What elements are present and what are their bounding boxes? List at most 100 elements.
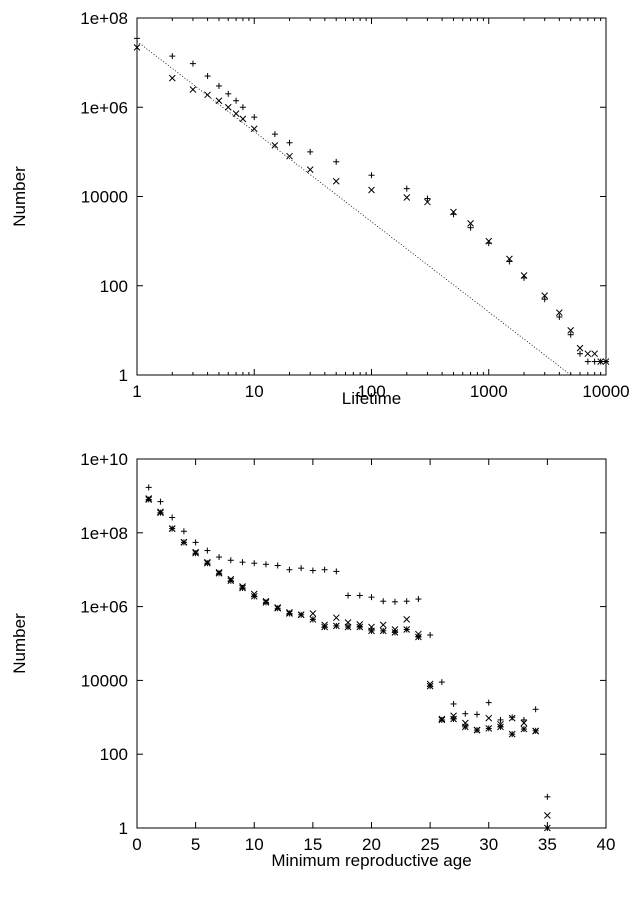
- data-point-series-1: [180, 528, 187, 535]
- data-point-series-1: [520, 716, 527, 723]
- x-tick-label: 10: [245, 835, 264, 854]
- data-point-series-1: [532, 706, 539, 713]
- x-tick-label: 25: [421, 835, 440, 854]
- data-point-series-1: [271, 131, 278, 138]
- data-point-series-3: [485, 725, 493, 732]
- data-point-series-3: [368, 627, 375, 635]
- age-plot-frame: [136, 458, 607, 829]
- data-point-series-2: [520, 719, 528, 727]
- data-point-series-3: [250, 592, 258, 600]
- data-point-series-1: [169, 514, 176, 521]
- lifetime-y-axis-label: Number: [10, 166, 29, 227]
- data-point-series-1: [474, 711, 481, 718]
- data-point-series-1: [450, 700, 457, 707]
- data-point-series-2: [239, 115, 247, 123]
- data-point-series-3: [344, 623, 352, 631]
- data-point-series-3: [180, 539, 188, 546]
- data-point-series-1: [309, 567, 316, 574]
- x-tick-label: 100: [357, 382, 385, 401]
- y-tick-label: 1: [119, 366, 128, 385]
- data-point-series-2: [332, 177, 340, 185]
- data-point-series-1: [497, 716, 504, 723]
- data-point-series-1: [368, 172, 375, 179]
- data-point-series-2: [204, 91, 211, 99]
- data-point-series-3: [426, 682, 434, 690]
- data-point-series-2: [271, 142, 279, 149]
- data-point-series-3: [239, 584, 246, 592]
- x-tick-label: 10000: [582, 382, 629, 401]
- y-tick-label: 100: [100, 745, 128, 764]
- y-tick-label: 10000: [81, 671, 128, 690]
- data-point-series-1: [403, 185, 410, 192]
- y-tick-label: 1e+10: [80, 450, 128, 469]
- data-point-series-2: [224, 103, 232, 111]
- lifetime-chart: Lifetime Number 1 10 100 1000 10000 1 100 10000…: [10, 9, 630, 408]
- data-point-series-1: [239, 104, 246, 111]
- data-point-series-1: [134, 35, 140, 42]
- data-point-series-1: [556, 313, 563, 320]
- data-point-series-3: [309, 616, 317, 623]
- y-tick-label: 1e+08: [80, 524, 128, 543]
- data-point-series-3: [520, 725, 528, 733]
- data-point-series-1: [462, 710, 469, 717]
- lifetime-points: [133, 35, 610, 365]
- data-point-series-1: [403, 598, 410, 605]
- lifetime-plot-frame: [136, 17, 607, 376]
- data-point-series-1: [321, 566, 328, 573]
- data-point-series-1: [169, 53, 176, 60]
- data-point-series-1: [333, 568, 340, 575]
- data-point-series-2: [597, 358, 604, 365]
- data-point-series-1: [251, 560, 258, 567]
- data-point-series-3: [203, 559, 211, 567]
- data-point-series-2: [591, 350, 598, 358]
- y-tick-label: 100: [100, 277, 128, 296]
- data-point-series-2: [309, 610, 317, 617]
- x-tick-label: 35: [538, 835, 557, 854]
- data-point-series-3: [532, 727, 540, 735]
- data-point-series-1: [233, 97, 240, 104]
- data-point-series-3: [415, 633, 422, 641]
- data-point-series-1: [380, 598, 387, 605]
- data-point-series-1: [307, 148, 314, 155]
- data-point-series-2: [306, 166, 314, 173]
- data-point-series-1: [541, 296, 548, 303]
- data-point-series-2: [450, 208, 457, 216]
- data-point-series-1: [286, 139, 293, 146]
- data-point-series-1: [345, 592, 352, 599]
- data-point-series-1: [544, 793, 551, 800]
- age-y-axis-label: Number: [10, 613, 29, 674]
- y-tick-label: 1: [119, 819, 128, 838]
- data-point-series-1: [584, 358, 591, 365]
- data-point-series-3: [461, 723, 469, 731]
- data-point-series-3: [391, 629, 399, 636]
- data-point-series-1: [225, 90, 232, 97]
- data-point-series-2: [576, 344, 584, 352]
- data-point-series-1: [262, 561, 269, 568]
- data-point-series-2: [602, 358, 610, 365]
- data-point-series-2: [541, 292, 549, 300]
- data-point-series-1: [215, 82, 222, 89]
- data-point-series-2: [567, 327, 575, 334]
- data-point-series-2: [215, 97, 223, 105]
- data-point-series-2: [520, 272, 528, 279]
- data-point-series-2: [485, 714, 493, 722]
- y-tick-label: 10000: [81, 188, 128, 207]
- power-law-fit-line: [136, 41, 571, 376]
- x-tick-label: 30: [479, 835, 498, 854]
- data-point-series-2: [584, 350, 592, 358]
- data-point-series-2: [555, 309, 563, 316]
- data-point-series-2: [168, 74, 176, 82]
- data-point-series-2: [485, 237, 493, 245]
- data-point-series-2: [506, 255, 513, 263]
- data-point-series-2: [133, 43, 141, 51]
- data-point-series-3: [438, 716, 446, 724]
- data-point-series-2: [544, 812, 551, 819]
- data-point-series-3: [227, 577, 235, 585]
- data-point-series-1: [298, 565, 305, 572]
- data-point-series-3: [473, 726, 481, 734]
- data-point-series-3: [403, 626, 411, 633]
- data-point-series-3: [168, 525, 176, 532]
- data-point-series-3: [286, 610, 293, 617]
- lifetime-ticks: 1 10 100 1000 10000 1 100 10000 1e+06 1e+08: [80, 9, 629, 401]
- data-point-series-2: [332, 614, 340, 622]
